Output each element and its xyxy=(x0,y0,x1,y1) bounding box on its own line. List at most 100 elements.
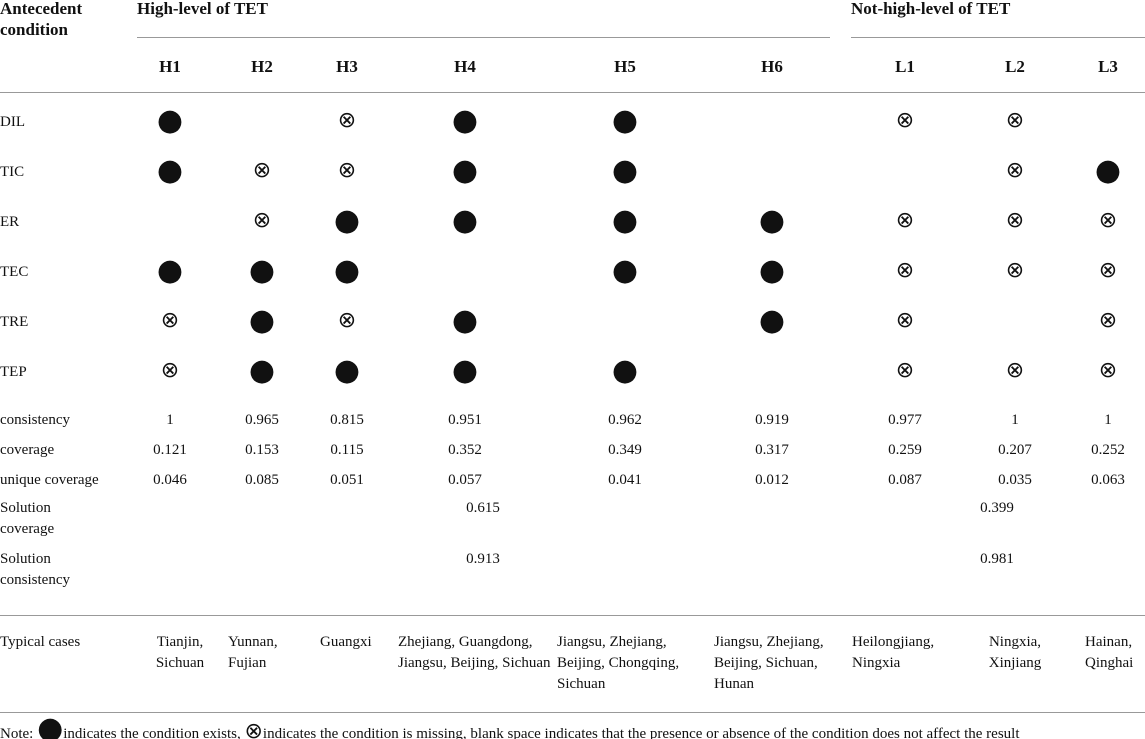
row-label: Solution coverage xyxy=(0,500,55,537)
column-header: L3 xyxy=(1098,57,1118,76)
metric-value: 0.057 xyxy=(448,472,482,488)
row-label: TRE xyxy=(0,314,29,330)
condition-symbol: ● xyxy=(611,353,639,388)
metric-value: 0.041 xyxy=(608,472,642,488)
column-header: L1 xyxy=(895,57,915,76)
rule xyxy=(0,712,1145,713)
note: Note: ●indicates the condition exists, ⊗… xyxy=(0,714,1020,739)
group-header: High-level of TET xyxy=(137,0,268,18)
condition-symbol: ⊗ xyxy=(895,358,915,383)
note-symbol: ⊗ xyxy=(244,719,263,739)
column-header: H1 xyxy=(159,57,181,76)
typical-case: Tianjin, Sichuan xyxy=(155,634,205,671)
condition-symbol: ⊗ xyxy=(895,308,915,333)
row-label: consistency xyxy=(0,412,70,428)
condition-symbol: ● xyxy=(451,303,479,338)
metric-value: 1 xyxy=(1104,412,1112,428)
condition-symbol: ⊗ xyxy=(1005,158,1025,183)
condition-symbol: ● xyxy=(333,203,361,238)
solution-value: 0.399 xyxy=(980,500,1014,516)
solution-value: 0.913 xyxy=(466,551,500,567)
condition-symbol: ⊗ xyxy=(895,208,915,233)
metric-value: 0.252 xyxy=(1091,442,1125,458)
metric-value: 0.153 xyxy=(245,442,279,458)
column-header: H2 xyxy=(251,57,273,76)
condition-symbol: ● xyxy=(333,353,361,388)
condition-symbol: ● xyxy=(156,103,184,138)
condition-symbol: ● xyxy=(451,153,479,188)
metric-value: 0.977 xyxy=(888,412,922,428)
metric-value: 0.085 xyxy=(245,472,279,488)
condition-symbol: ⊗ xyxy=(1005,208,1025,233)
condition-symbol: ● xyxy=(611,103,639,138)
typical-case: Jiangsu, Zhejiang, Beijing, Sichuan, Hun… xyxy=(714,634,824,692)
condition-symbol: ⊗ xyxy=(1005,258,1025,283)
condition-symbol: ⊗ xyxy=(1005,358,1025,383)
column-header: H5 xyxy=(614,57,636,76)
metric-value: 0.317 xyxy=(755,442,789,458)
solution-value: 0.615 xyxy=(466,500,500,516)
metric-value: 1 xyxy=(166,412,174,428)
metric-value: 0.352 xyxy=(448,442,482,458)
condition-symbol: ⊗ xyxy=(1098,358,1118,383)
note-prefix: Note: xyxy=(0,726,38,739)
metric-value: 0.063 xyxy=(1091,472,1125,488)
rule xyxy=(137,37,830,38)
metric-value: 0.046 xyxy=(153,472,187,488)
metric-value: 0.087 xyxy=(888,472,922,488)
condition-symbol: ⊗ xyxy=(895,108,915,133)
metric-value: 0.012 xyxy=(755,472,789,488)
typical-case: Hainan, Qinghai xyxy=(1085,634,1134,671)
metric-value: 0.919 xyxy=(755,412,789,428)
condition-symbol: ● xyxy=(758,203,786,238)
condition-symbol: ⊗ xyxy=(1005,108,1025,133)
condition-symbol: ⊗ xyxy=(252,158,272,183)
note-symbol: ● xyxy=(37,711,64,739)
condition-symbol: ● xyxy=(451,353,479,388)
condition-symbol: ● xyxy=(333,253,361,288)
typical-case: Yunnan, Fujian xyxy=(228,634,278,671)
column-header: L2 xyxy=(1005,57,1025,76)
metric-value: 0.962 xyxy=(608,412,642,428)
metric-value: 0.259 xyxy=(888,442,922,458)
typical-case: Heilongjiang, Ningxia xyxy=(852,634,935,671)
rule xyxy=(851,37,1145,38)
solution-value: 0.981 xyxy=(980,551,1014,567)
metric-value: 0.051 xyxy=(330,472,364,488)
condition-symbol: ⊗ xyxy=(337,158,357,183)
rule xyxy=(0,615,1145,616)
note-text: indicates the condition is missing, blan… xyxy=(262,726,1020,739)
condition-symbol: ⊗ xyxy=(337,108,357,133)
condition-symbol: ● xyxy=(758,303,786,338)
typical-case: Ningxia, Xinjiang xyxy=(988,634,1042,671)
row-label: TIC xyxy=(0,164,25,180)
row-label: Solution consistency xyxy=(0,551,70,588)
rule xyxy=(0,92,1145,93)
condition-symbol: ● xyxy=(1094,153,1122,188)
metric-value: 0.115 xyxy=(330,442,364,458)
metric-value: 0.815 xyxy=(330,412,364,428)
row-label: ER xyxy=(0,214,20,230)
corner-header: Antecedent condition xyxy=(0,0,83,39)
typical-case: Jiangsu, Zhejiang, Beijing, Chongqing, S… xyxy=(557,634,680,692)
condition-symbol: ● xyxy=(248,303,276,338)
row-label: unique coverage xyxy=(0,472,99,488)
typical-case: Zhejiang, Guangdong, Jiangsu, Beijing, S… xyxy=(398,634,551,671)
metric-value: 0.349 xyxy=(608,442,642,458)
metric-value: 0.121 xyxy=(153,442,187,458)
row-label: TEC xyxy=(0,264,29,280)
condition-symbol: ⊗ xyxy=(1098,308,1118,333)
condition-symbol: ⊗ xyxy=(895,258,915,283)
column-header: H4 xyxy=(454,57,476,76)
column-header: H3 xyxy=(336,57,358,76)
metric-value: 1 xyxy=(1011,412,1019,428)
metric-value: 0.035 xyxy=(998,472,1032,488)
group-header: Not-high-level of TET xyxy=(851,0,1011,18)
condition-symbol: ● xyxy=(156,253,184,288)
metric-value: 0.951 xyxy=(448,412,482,428)
column-header: H6 xyxy=(761,57,783,76)
condition-symbol: ● xyxy=(758,253,786,288)
note-text: indicates the condition exists, xyxy=(63,726,245,739)
row-label: DIL xyxy=(0,114,25,130)
